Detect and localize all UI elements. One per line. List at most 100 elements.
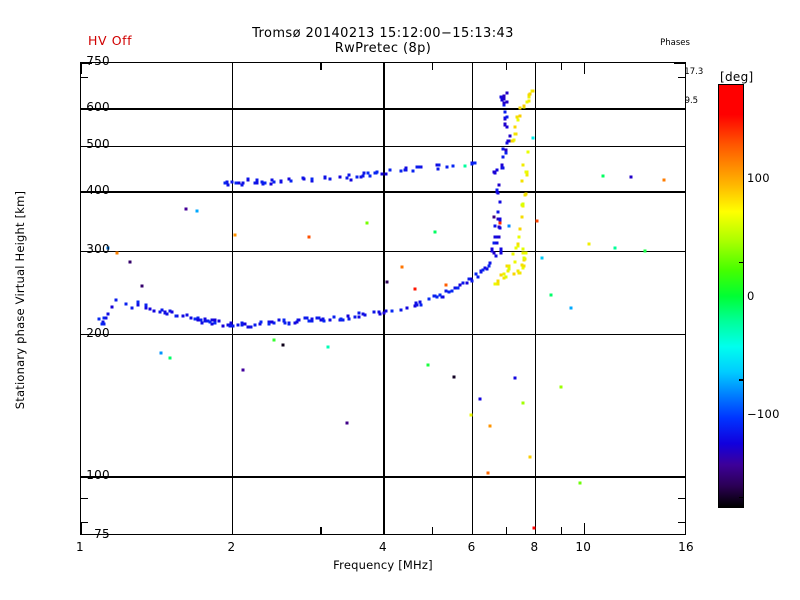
scatter-point	[184, 207, 188, 211]
scatter-point	[496, 210, 500, 214]
axis-tick-major	[674, 476, 685, 478]
scatter-point	[384, 172, 388, 176]
scatter-point	[341, 318, 345, 322]
scatter-point	[375, 170, 379, 174]
scatter-point	[353, 315, 357, 319]
scatter-point	[629, 175, 633, 179]
scatter-point	[499, 247, 503, 251]
scatter-point	[355, 175, 359, 179]
scatter-point	[470, 279, 474, 283]
scatter-point	[418, 165, 422, 169]
scatter-point	[516, 118, 520, 122]
scatter-point	[493, 224, 497, 228]
scatter-point	[502, 94, 505, 98]
scatter-point	[228, 324, 232, 328]
axis-tick-major	[674, 250, 685, 252]
gridline-vertical	[534, 63, 537, 534]
axis-tick	[560, 527, 562, 534]
plot-title-line2: RwPretec (8p)	[334, 41, 432, 56]
scatter-point	[469, 277, 473, 281]
scatter-point	[518, 106, 522, 110]
x-tick-label: 16	[678, 540, 694, 554]
scatter-point	[226, 323, 230, 327]
gridline-horizontal	[81, 191, 685, 193]
scatter-point	[415, 303, 419, 307]
scatter-point	[520, 263, 524, 267]
scatter-point	[501, 166, 505, 170]
scatter-point	[158, 310, 162, 314]
scatter-point	[499, 251, 503, 254]
scatter-point	[287, 177, 291, 181]
scatter-point	[124, 302, 128, 306]
scatter-point	[374, 171, 378, 175]
scatter-point	[203, 317, 207, 321]
scatter-point	[601, 174, 605, 178]
axis-tick	[320, 527, 322, 534]
scatter-point	[104, 316, 108, 320]
scatter-point	[513, 125, 517, 129]
scatter-point	[366, 171, 370, 175]
scatter-point	[522, 256, 525, 260]
scatter-point	[136, 303, 140, 307]
scatter-point	[110, 305, 114, 309]
scatter-point	[347, 317, 351, 321]
scatter-point	[523, 257, 527, 261]
scatter-point	[494, 235, 497, 239]
y-tick-label: 300	[86, 242, 110, 257]
scatter-point	[310, 177, 314, 181]
gridline-horizontal	[81, 108, 685, 110]
scatter-point	[297, 318, 301, 322]
scatter-point	[508, 134, 512, 138]
scatter-point	[514, 132, 518, 136]
scatter-point	[493, 282, 497, 286]
colorbar-tick-label: 0	[747, 289, 755, 303]
gridline-vertical	[231, 63, 234, 534]
scatter-point	[399, 169, 403, 173]
colorbar-unit-label: [deg]	[720, 70, 754, 84]
scatter-point	[516, 244, 520, 248]
scatter-point	[501, 147, 505, 151]
scatter-point	[196, 318, 200, 322]
scatter-point	[521, 247, 525, 251]
axis-tick-major	[674, 145, 685, 147]
scatter-point	[498, 217, 502, 221]
scatter-point	[390, 309, 394, 313]
axis-tick-major	[471, 63, 474, 74]
scatter-point	[465, 281, 469, 285]
scatter-point	[521, 401, 525, 405]
scatter-point	[208, 320, 212, 324]
axis-tick	[678, 497, 685, 500]
scatter-point	[518, 271, 522, 275]
scatter-point	[451, 164, 455, 168]
scatter-point	[414, 301, 418, 305]
colorbar-gradient	[718, 84, 744, 508]
scatter-point	[525, 173, 529, 177]
scatter-point	[287, 322, 291, 326]
scatter-point	[365, 221, 369, 224]
scatter-point	[404, 166, 408, 170]
scatter-point	[503, 122, 507, 126]
scatter-point	[200, 321, 204, 325]
scatter-point	[130, 306, 134, 310]
scatter-point	[339, 317, 343, 321]
plot-title-line1: Tromsø 20140213 15:12:00−15:13:43	[252, 26, 514, 41]
scatter-point	[587, 242, 591, 246]
scatter-point	[501, 155, 505, 159]
colorbar-tick-label: −100	[747, 406, 780, 421]
scatter-point	[516, 269, 520, 273]
gridline-horizontal	[81, 333, 685, 336]
scatter-point	[514, 246, 518, 250]
scatter-point	[253, 181, 257, 185]
scatter-point	[345, 176, 349, 180]
scatter-point	[433, 230, 437, 234]
scatter-point	[569, 306, 573, 310]
scatter-point	[403, 168, 407, 172]
scatter-point	[168, 356, 172, 360]
scatter-point	[322, 319, 326, 323]
scatter-point	[502, 97, 506, 101]
scatter-point	[497, 225, 501, 229]
scatter-point	[140, 284, 144, 288]
scatter-point	[413, 287, 417, 291]
scatter-point	[441, 295, 445, 299]
scatter-point	[493, 171, 497, 175]
